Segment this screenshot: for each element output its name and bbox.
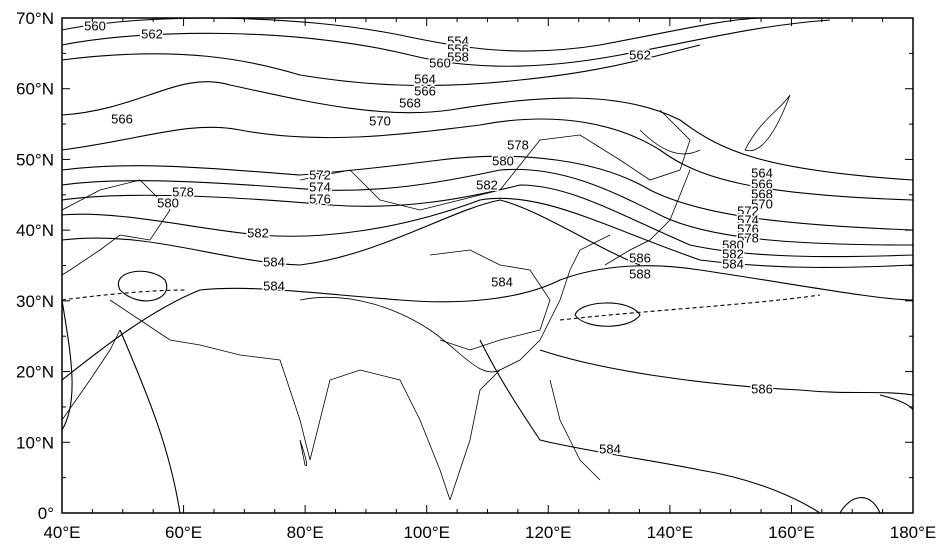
x-tick-label: 160°E [768, 523, 815, 542]
contour-label: 566 [414, 83, 436, 98]
contour-label: 584 [491, 274, 513, 289]
y-tick-label: 40°N [16, 221, 54, 240]
contour-label: 580 [492, 153, 514, 168]
contour-label: 574 [309, 179, 331, 194]
contour-label: 574 [737, 212, 759, 227]
contour-label: 564 [751, 165, 773, 180]
map-frame [61, 17, 914, 514]
contour-label: 562 [141, 26, 163, 41]
coastlines [61, 94, 791, 501]
contour-label: 580 [722, 237, 744, 252]
contour-label: 584 [263, 278, 285, 293]
contour-label: 564 [414, 71, 436, 86]
x-tick-label: 40°E [43, 523, 80, 542]
y-tick-label: 20°N [16, 363, 54, 382]
contour-label: 560 [84, 18, 106, 33]
contour-label: 582 [476, 177, 498, 192]
contour-label: 588 [629, 266, 651, 281]
contour-label: 584 [722, 256, 744, 271]
y-tick-label: 10°N [16, 433, 54, 452]
y-tick-label: 70°N [16, 9, 54, 28]
contour-label: 572 [309, 167, 331, 182]
contour-label: 578 [507, 137, 529, 152]
x-tick-label: 80°E [287, 523, 324, 542]
x-tick-label: 140°E [647, 523, 694, 542]
contour-label: 562 [629, 47, 651, 62]
contour-label: 582 [722, 246, 744, 261]
axes: 40°E 60°E 80°E 100°E 120°E 140°E 160°E 180°E 0° 1… [16, 9, 936, 542]
y-tick-label: 60°N [16, 80, 54, 99]
x-tick-label: 180°E [890, 523, 937, 542]
contours [61, 17, 914, 514]
y-tick-label: 0° [38, 504, 54, 523]
contour-label: 584 [599, 441, 621, 456]
contour-label: 568 [399, 95, 421, 110]
contour-label: 586 [629, 250, 651, 265]
x-tick-label: 60°E [165, 523, 202, 542]
x-tick-label: 100°E [403, 523, 450, 542]
y-tick-label: 30°N [16, 292, 54, 311]
contour-label: 570 [369, 113, 391, 128]
contour-label: 584 [263, 254, 285, 269]
contour-label: 580 [157, 195, 179, 210]
contour-label: 582 [247, 225, 269, 240]
contour-label: 572 [737, 203, 759, 218]
contour-label: 576 [737, 221, 759, 236]
contour-label: 568 [751, 186, 773, 201]
x-tick-label: 120°E [525, 523, 572, 542]
contour-label: 586 [751, 381, 773, 396]
contour-label: 578 [737, 230, 759, 245]
contour-label: 570 [751, 196, 773, 211]
contour-label: 576 [309, 191, 331, 206]
contour-label: 558 [447, 49, 469, 64]
contour-label: 556 [447, 41, 469, 56]
contour-labels: 560 562 554 556 558 560 562 564 566 568 … [83, 17, 775, 458]
contour-label: 566 [111, 111, 133, 126]
contour-label: 578 [172, 184, 194, 199]
contour-label: 560 [429, 55, 451, 70]
contour-label: 554 [447, 33, 469, 48]
contour-label: 566 [751, 176, 773, 191]
y-tick-label: 50°N [16, 150, 54, 169]
